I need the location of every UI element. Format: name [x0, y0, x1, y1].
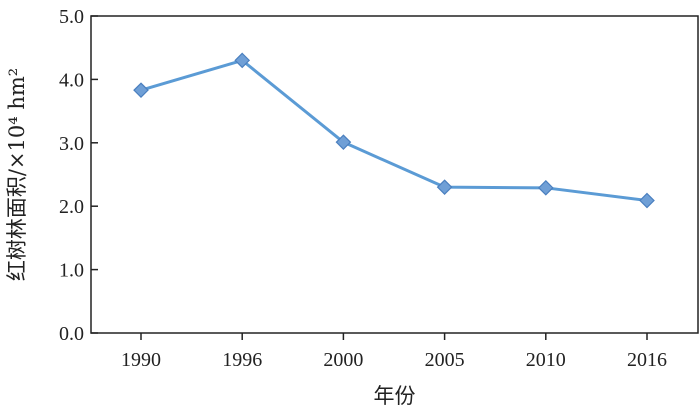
x-tick-label: 1990: [121, 349, 161, 371]
data-point-marker: [234, 52, 251, 69]
y-tick-label: 0.0: [59, 323, 84, 345]
data-point-marker: [639, 192, 655, 209]
y-axis-title: 红树林面积/×10⁴ hm²: [5, 68, 29, 281]
x-axis-title: 年份: [374, 384, 416, 408]
y-tick-label: 5.0: [59, 6, 84, 28]
axes: [90, 15, 699, 334]
y-axis-ticks: 0.0 1.0 2.0 3.0 4.0 5.0: [59, 6, 98, 345]
data-point-marker: [436, 179, 453, 196]
data-point-marker: [335, 134, 352, 151]
y-tick-label: 3.0: [59, 133, 84, 155]
x-tick-label: 2016: [627, 349, 667, 371]
series-layer: [133, 52, 655, 209]
x-axis-ticks: 1990 1996 2000 2005 2010 2016: [121, 333, 667, 371]
data-point-marker: [537, 179, 554, 196]
x-tick-label: 2010: [526, 349, 566, 371]
data-point-marker: [133, 82, 149, 99]
y-tick-label: 1.0: [59, 260, 84, 282]
x-tick-label: 2000: [323, 349, 363, 371]
plot-frame: [90, 15, 699, 334]
x-tick-label: 2005: [425, 349, 465, 371]
y-tick-label: 4.0: [59, 69, 84, 91]
series-line: [140, 58, 648, 202]
y-tick-label: 2.0: [59, 196, 84, 218]
x-tick-label: 1996: [222, 349, 262, 371]
